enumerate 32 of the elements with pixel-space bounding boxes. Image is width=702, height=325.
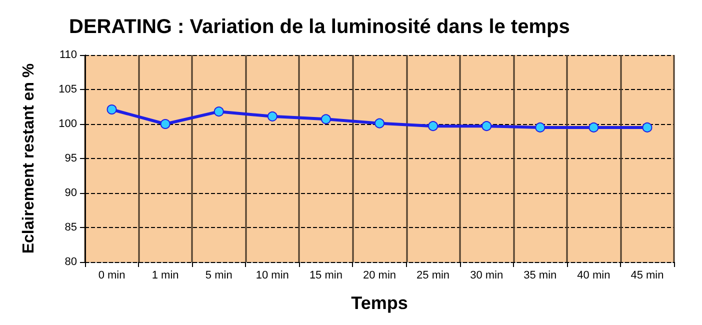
point (267, 111, 278, 122)
y-tick-label: 95 (64, 152, 77, 164)
point (160, 119, 170, 129)
x-tick-label: 40 min (577, 270, 610, 282)
x-tick-label: 0 min (98, 270, 126, 282)
y-axis-title: Eclairement restant en % (20, 63, 38, 254)
x-tick-label: 30 min (470, 270, 504, 282)
y-tick-label: 80 (64, 256, 77, 268)
y-tick-label: 105 (58, 84, 77, 96)
x-tick-label: 10 min (256, 270, 289, 282)
y-tick-label: 110 (59, 49, 77, 61)
y-tick-label: 85 (64, 222, 77, 234)
point (642, 122, 652, 132)
y-tick-label: 100 (58, 118, 77, 130)
x-tick-label: 25 min (416, 270, 450, 282)
point (428, 121, 438, 132)
x-tick-label: 5 min (205, 270, 232, 282)
point (588, 122, 599, 132)
x-tick-label: 20 min (362, 270, 396, 282)
chart-title: DERATING : Variation de la luminosité dans le temps (69, 16, 570, 38)
x-axis-title: Temps (351, 293, 408, 313)
x-tick-label: 15 min (309, 270, 342, 282)
x-tick-label: 35 min (524, 270, 557, 282)
point (535, 122, 546, 132)
point (374, 118, 384, 128)
x-tick-label: 45 min (630, 270, 664, 282)
point (106, 104, 117, 115)
point (320, 114, 331, 124)
y-tick-label: 90 (64, 187, 77, 199)
point (214, 106, 224, 117)
x-tick-label: 1 min (152, 270, 179, 282)
point (482, 121, 492, 132)
